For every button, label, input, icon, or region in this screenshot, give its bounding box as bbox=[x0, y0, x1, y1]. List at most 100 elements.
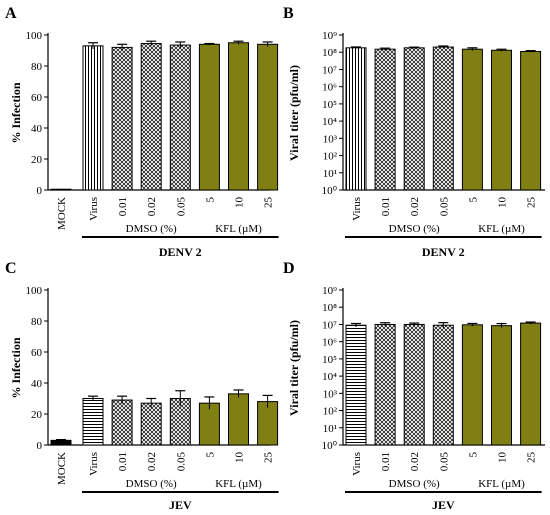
y-tick-label: 10⁶ bbox=[322, 337, 337, 349]
x-tick-label: 10 bbox=[234, 452, 246, 464]
group-label-dmso: DMSO (%) bbox=[389, 223, 440, 235]
y-axis-title: % Infection bbox=[9, 337, 23, 398]
bar bbox=[520, 322, 542, 446]
bar bbox=[50, 188, 72, 191]
y-tick-label: 10⁴ bbox=[322, 116, 337, 128]
y-tick-label: 10⁶ bbox=[322, 82, 337, 94]
x-tick-label: Virus bbox=[351, 452, 363, 476]
bar bbox=[140, 402, 162, 446]
x-tick-label: 0.01 bbox=[117, 197, 129, 216]
y-tick-label: 10¹ bbox=[323, 423, 337, 435]
group-label-dmso: DMSO (%) bbox=[126, 223, 177, 235]
x-tick-label: 25 bbox=[263, 197, 275, 209]
y-tick-label: 80 bbox=[31, 61, 43, 73]
y-tick-label: 0 bbox=[37, 185, 43, 197]
group-label-kfl: KFL (µM) bbox=[478, 478, 525, 490]
y-tick-label: 10⁸ bbox=[322, 47, 337, 59]
x-tick-label: 5 bbox=[467, 197, 479, 203]
bar bbox=[140, 43, 162, 191]
group-label-kfl: KFL (µM) bbox=[478, 223, 525, 235]
panel-letter: A bbox=[5, 5, 17, 22]
panel-b: B Viral titer (pfu/ml) 10⁰ 10¹ 10² 10³ 10⁴ 10⁵ 1… bbox=[283, 5, 545, 259]
x-tick-label: 0.02 bbox=[146, 197, 158, 216]
y-tick-label: 60 bbox=[31, 347, 43, 359]
x-tick-label: 0.05 bbox=[175, 197, 187, 217]
x-tick-label: 0.01 bbox=[117, 452, 129, 471]
bar bbox=[432, 46, 454, 191]
bar bbox=[491, 325, 512, 446]
y-tick-label: 10⁹ bbox=[322, 285, 337, 297]
x-tick-label: 10 bbox=[497, 452, 509, 464]
x-tick-label: 0.01 bbox=[380, 452, 392, 471]
x-axis-title: JEV bbox=[432, 498, 455, 512]
x-tick-label: 0.05 bbox=[175, 452, 187, 472]
y-tick-label: 10² bbox=[323, 151, 338, 163]
bar bbox=[461, 48, 483, 191]
y-axis-title: Viral titer (pfu/ml) bbox=[287, 320, 301, 416]
y-axis-title: % Infection bbox=[9, 82, 23, 143]
x-tick-label: 0.05 bbox=[438, 197, 450, 217]
y-tick-label: 10⁴ bbox=[322, 371, 337, 383]
y-tick-label: 0 bbox=[37, 440, 43, 452]
bar bbox=[228, 42, 249, 191]
bar bbox=[111, 46, 133, 191]
y-tick-label: 10³ bbox=[323, 133, 338, 145]
group-label-dmso: DMSO (%) bbox=[126, 478, 177, 490]
bar bbox=[432, 324, 454, 446]
bar bbox=[374, 48, 396, 191]
y-tick-label: 10⁰ bbox=[322, 185, 338, 197]
y-tick-label: 40 bbox=[31, 378, 43, 390]
x-tick-label: 25 bbox=[526, 452, 538, 464]
x-tick-label: 0.02 bbox=[409, 197, 421, 216]
y-tick-label: 20 bbox=[31, 154, 43, 166]
y-tick-label: 40 bbox=[31, 123, 43, 135]
bar bbox=[403, 47, 425, 191]
x-tick-label: 5 bbox=[204, 197, 216, 203]
y-tick-label: 20 bbox=[31, 409, 43, 421]
group-label-kfl: KFL (µM) bbox=[215, 223, 262, 235]
y-tick-label: 10⁷ bbox=[322, 64, 337, 76]
x-tick-label: 0.02 bbox=[146, 452, 158, 471]
y-tick-label: 10¹ bbox=[323, 168, 337, 180]
x-tick-label: 0.05 bbox=[438, 452, 450, 472]
y-tick-label: 100 bbox=[26, 30, 43, 42]
y-tick-label: 60 bbox=[31, 92, 43, 104]
x-tick-label: 25 bbox=[263, 452, 275, 464]
bar bbox=[82, 398, 104, 446]
bar bbox=[198, 43, 220, 191]
y-axis-title: Viral titer (pfu/ml) bbox=[287, 65, 301, 161]
y-tick-label: 10⁸ bbox=[322, 302, 337, 314]
bar bbox=[198, 402, 220, 446]
bar bbox=[257, 401, 279, 446]
group-label-kfl: KFL (µM) bbox=[215, 478, 262, 490]
bar bbox=[461, 324, 483, 446]
bar bbox=[345, 47, 367, 191]
x-tick-label: 0.01 bbox=[380, 197, 392, 216]
panel-letter: D bbox=[283, 260, 295, 277]
x-tick-label: Virus bbox=[88, 452, 100, 476]
y-tick-label: 10⁵ bbox=[322, 99, 337, 111]
x-tick-label: 10 bbox=[497, 197, 509, 209]
group-label-dmso: DMSO (%) bbox=[389, 478, 440, 490]
panel-a: A % Infection 0 20 40 60 80 100 MOCK Virus 0.01 0.0… bbox=[5, 5, 279, 259]
x-axis-title: DENV 2 bbox=[159, 245, 202, 259]
bar bbox=[257, 43, 279, 191]
x-axis-title: DENV 2 bbox=[422, 245, 465, 259]
bar bbox=[111, 399, 133, 446]
x-tick-label: MOCK bbox=[56, 197, 68, 230]
panel-d: D Viral titer (pfu/ml) 10⁰ 10¹ 10² 10³ 10⁴ 10⁵ 1… bbox=[283, 260, 545, 512]
panel-letter: C bbox=[5, 260, 17, 277]
y-tick-label: 80 bbox=[31, 316, 43, 328]
bar bbox=[345, 324, 367, 446]
x-tick-label: Virus bbox=[88, 197, 100, 221]
x-tick-label: MOCK bbox=[56, 452, 68, 485]
bar bbox=[82, 45, 104, 191]
bar bbox=[403, 323, 425, 446]
x-tick-label: 5 bbox=[204, 452, 216, 458]
y-tick-label: 10⁰ bbox=[322, 440, 338, 452]
bar bbox=[169, 44, 191, 191]
bar bbox=[491, 49, 512, 191]
x-axis-title: JEV bbox=[169, 498, 192, 512]
x-tick-label: 25 bbox=[526, 197, 538, 209]
